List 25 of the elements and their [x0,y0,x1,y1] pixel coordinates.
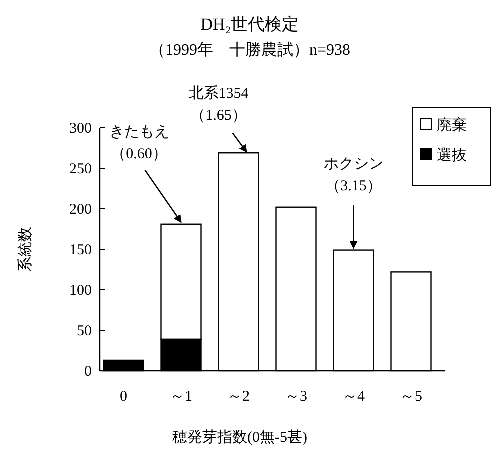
annotation: きたもえ（0.60） [109,124,182,224]
y-tick-label: 200 [70,202,92,218]
y-tick-label: 250 [70,162,92,178]
x-tick-label: 0 [120,389,128,405]
x-tick-label: ～4 [342,389,366,405]
chart-title: DH₂世代検定 [200,15,300,34]
x-tick-label: ～5 [400,389,422,405]
annotation: きたもえ（0.60） [109,124,170,162]
annotation: ホクシン（3.15） [324,156,384,194]
y-tick-label: 50 [77,324,92,340]
legend-label: 廃棄 [437,117,467,134]
y-tick-label: 300 [70,121,92,137]
y-axis-title: 系統数 [17,227,34,272]
x-axis-title: 穂発芽指数(0無-5甚) [172,429,308,446]
annotation: 北系1354（1.65） [188,86,249,153]
annotation: ホクシン（3.15） [324,156,384,250]
y-tick-label: 100 [70,283,92,299]
annotation: 北系1354（1.65） [188,85,250,124]
y-tick-label: 0 [84,364,92,380]
chart-subtitle: （1999年 十勝農試）n=938 [149,41,351,59]
legend-label: 選抜 [437,147,467,164]
x-tick-label: ～2 [228,389,250,405]
y-tick-label: 150 [70,242,92,258]
x-tick-label: ～1 [170,389,192,405]
x-tick-label: ～3 [285,389,308,405]
